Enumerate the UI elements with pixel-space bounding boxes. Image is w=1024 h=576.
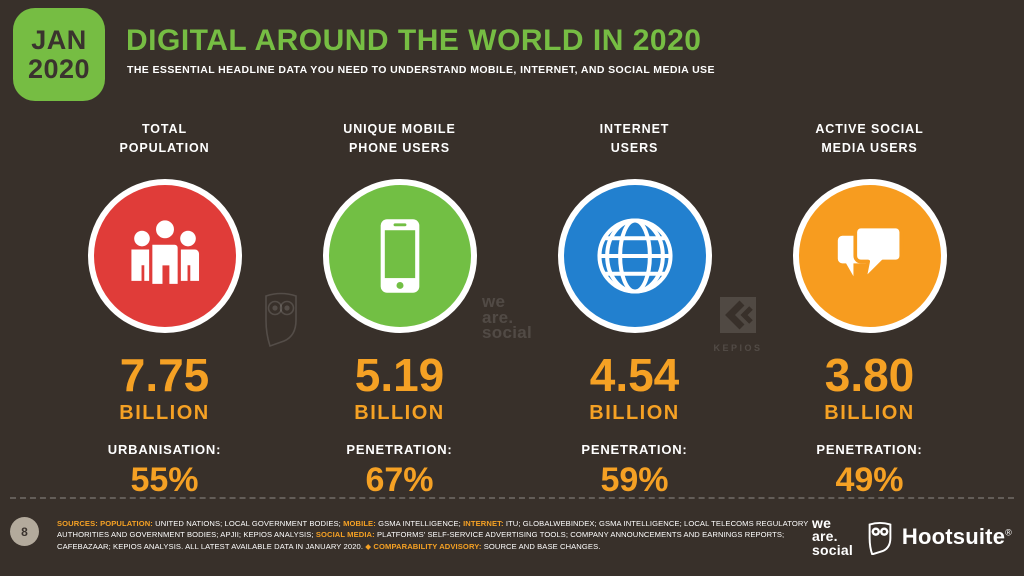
social-circle — [792, 179, 947, 333]
column-title-line2: PHONE USERS — [349, 141, 450, 156]
column-title: ACTIVE SOCIAL MEDIA USERS — [815, 120, 923, 160]
sources-segment: SOCIAL MEDIA: — [315, 530, 377, 540]
sources-segment: PLATFORMS' SELF-SERVICE ADVERTISING TOOL… — [57, 530, 785, 551]
kepios-logo-icon — [720, 297, 756, 333]
stat-unit: BILLION — [824, 402, 915, 424]
sources-segment: COMPARABILITY ADVISORY: — [373, 541, 484, 551]
stat-column-social-media-users: ACTIVE SOCIAL MEDIA USERS 3.80 BILLION PE… — [752, 120, 987, 497]
column-title-line1: INTERNET — [599, 122, 670, 136]
footer-logos: we are. social Hootsuite® — [812, 511, 1012, 563]
hootsuite-owl-icon — [868, 521, 892, 555]
kepios-watermark: KEPIOS — [708, 295, 768, 353]
sources-segment: MOBILE: — [343, 519, 379, 528]
metric-value: 67% — [365, 461, 434, 499]
hootsuite-wordmark: Hootsuite® — [901, 524, 1012, 549]
we-are-social-logo-line: are. — [812, 528, 838, 545]
date-month: JAN — [31, 25, 87, 56]
hootsuite-owl-watermark-icon — [258, 288, 304, 353]
page-title: DIGITAL AROUND THE WORLD IN 2020 — [126, 24, 702, 57]
stat-value: 7.75 — [119, 349, 210, 401]
speech-bubbles-icon — [837, 224, 903, 282]
we-are-social-watermark-line: are. — [482, 307, 514, 327]
metric-value: 59% — [600, 461, 669, 499]
sources-segment: SOURCE AND BASE CHANGES. — [483, 541, 601, 551]
column-title-line2: POPULATION — [119, 141, 210, 156]
column-title-line2: MEDIA USERS — [821, 141, 918, 156]
we-are-social-logo-line: social — [812, 541, 853, 558]
stat-unit: BILLION — [119, 402, 210, 424]
page-number-badge: 8 — [10, 517, 39, 546]
sources-segment: ITU; GLOBALWEBINDEX; GSMA INTELLIGENCE; … — [57, 519, 809, 540]
sources-segment: SOURCES: — [57, 519, 101, 528]
metric-label: PENETRATION: — [346, 442, 453, 457]
footer-divider — [10, 497, 1014, 499]
column-title-line1: ACTIVE SOCIAL — [815, 122, 924, 136]
mobile-phone-icon — [380, 219, 419, 293]
page-number: 8 — [21, 524, 28, 539]
population-circle — [87, 179, 242, 333]
we-are-social-watermark-line: we — [482, 292, 506, 311]
date-badge: JAN 2020 — [13, 8, 105, 101]
kepios-watermark-label: KEPIOS — [713, 343, 763, 353]
stat-value: 3.80 — [824, 349, 915, 401]
column-title: UNIQUE MOBILE PHONE USERS — [343, 120, 455, 160]
globe-icon — [596, 218, 673, 294]
column-title-line1: TOTAL — [141, 122, 187, 136]
internet-circle — [557, 179, 712, 333]
stat-value: 4.54 — [589, 349, 680, 401]
sources-segment: POPULATION: — [100, 519, 156, 528]
stat-column-total-population: TOTAL POPULATION 7.75 BILLION URBANISATIO… — [47, 120, 282, 497]
date-year: 2020 — [27, 53, 91, 84]
footer: 8 SOURCES: POPULATION: UNITED NATIONS; L… — [0, 497, 1024, 576]
stat-column-mobile-users: UNIQUE MOBILE PHONE USERS 5.19 BILLION PE… — [282, 120, 517, 497]
column-title: INTERNET USERS — [600, 120, 670, 160]
metric-label: PENETRATION: — [581, 442, 688, 457]
stat-columns: TOTAL POPULATION 7.75 BILLION URBANISATIO… — [47, 120, 977, 497]
we-are-social-logo-line: we — [812, 515, 832, 532]
header: DIGITAL AROUND THE WORLD IN 2020 THE ESS… — [126, 24, 715, 76]
we-are-social-watermark-line: social — [482, 323, 532, 343]
metric-label: URBANISATION: — [107, 442, 222, 457]
we-are-social-logo: we are. social — [812, 515, 853, 558]
stat-unit: BILLION — [589, 402, 680, 424]
registered-mark: ® — [1005, 527, 1012, 538]
metric-label: PENETRATION: — [816, 442, 923, 457]
column-title-line1: UNIQUE MOBILE — [343, 122, 456, 136]
stat-value: 5.19 — [354, 349, 445, 401]
column-title-line2: USERS — [610, 141, 659, 156]
hootsuite-logo: Hootsuite® — [865, 520, 1012, 555]
metric-value: 49% — [835, 461, 904, 499]
stat-column-internet-users: INTERNET USERS 4.54 BILLION PENETRATION: … — [517, 120, 752, 497]
stat-unit: BILLION — [354, 402, 445, 424]
sources-segment: UNITED NATIONS; LOCAL GOVERNMENT BODIES; — [155, 519, 344, 528]
people-icon — [130, 217, 199, 288]
sources-text: SOURCES: POPULATION: UNITED NATIONS; LOC… — [57, 518, 815, 552]
mobile-circle — [322, 179, 477, 333]
we-are-social-watermark: we are. social — [482, 292, 532, 343]
page-subtitle: THE ESSENTIAL HEADLINE DATA YOU NEED TO … — [127, 64, 715, 76]
column-title: TOTAL POPULATION — [119, 120, 209, 160]
sources-segment: GSMA INTELLIGENCE; — [378, 519, 464, 528]
metric-value: 55% — [130, 461, 199, 499]
sources-segment: INTERNET: — [463, 519, 506, 528]
sources-segment: ◆ — [365, 541, 374, 551]
